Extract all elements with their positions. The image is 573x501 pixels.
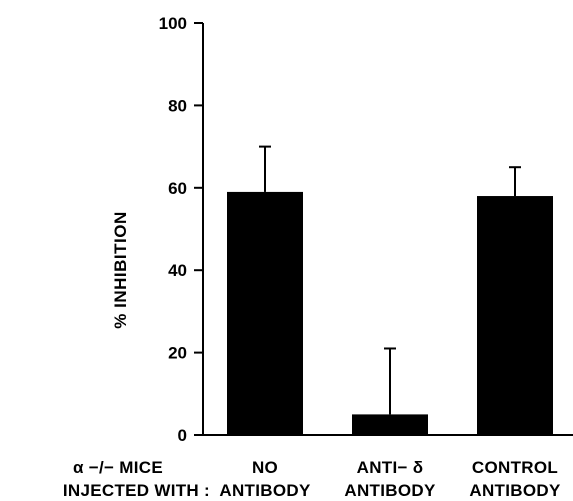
error-bars xyxy=(259,145,521,415)
y-tick-label: 60 xyxy=(168,179,187,198)
category-label-control-antibody-line2: ANTIBODY xyxy=(469,481,561,500)
y-tick-label: 80 xyxy=(168,96,187,115)
row-header-line1: α −/− MICE xyxy=(73,458,163,477)
y-tick-label: 20 xyxy=(168,344,187,363)
y-tick-label: 100 xyxy=(159,14,187,33)
category-label-no-antibody-line1: NO xyxy=(252,458,278,477)
bars xyxy=(227,191,553,435)
bar xyxy=(352,414,428,435)
category-label-control-antibody-line1: CONTROL xyxy=(472,458,558,477)
category-label-anti-delta-antibody-line2: ANTIBODY xyxy=(344,481,436,500)
y-tick-label: 0 xyxy=(178,426,187,445)
bar xyxy=(477,196,553,435)
y-axis-title: % INHIBITION xyxy=(111,211,130,328)
y-tick-label: 40 xyxy=(168,261,187,280)
bar xyxy=(227,191,303,435)
category-label-anti-delta-antibody-line1: ANTI− δ xyxy=(357,458,424,477)
category-label-no-antibody-line2: ANTIBODY xyxy=(219,481,311,500)
row-header-line2: INJECTED WITH : xyxy=(63,481,210,500)
